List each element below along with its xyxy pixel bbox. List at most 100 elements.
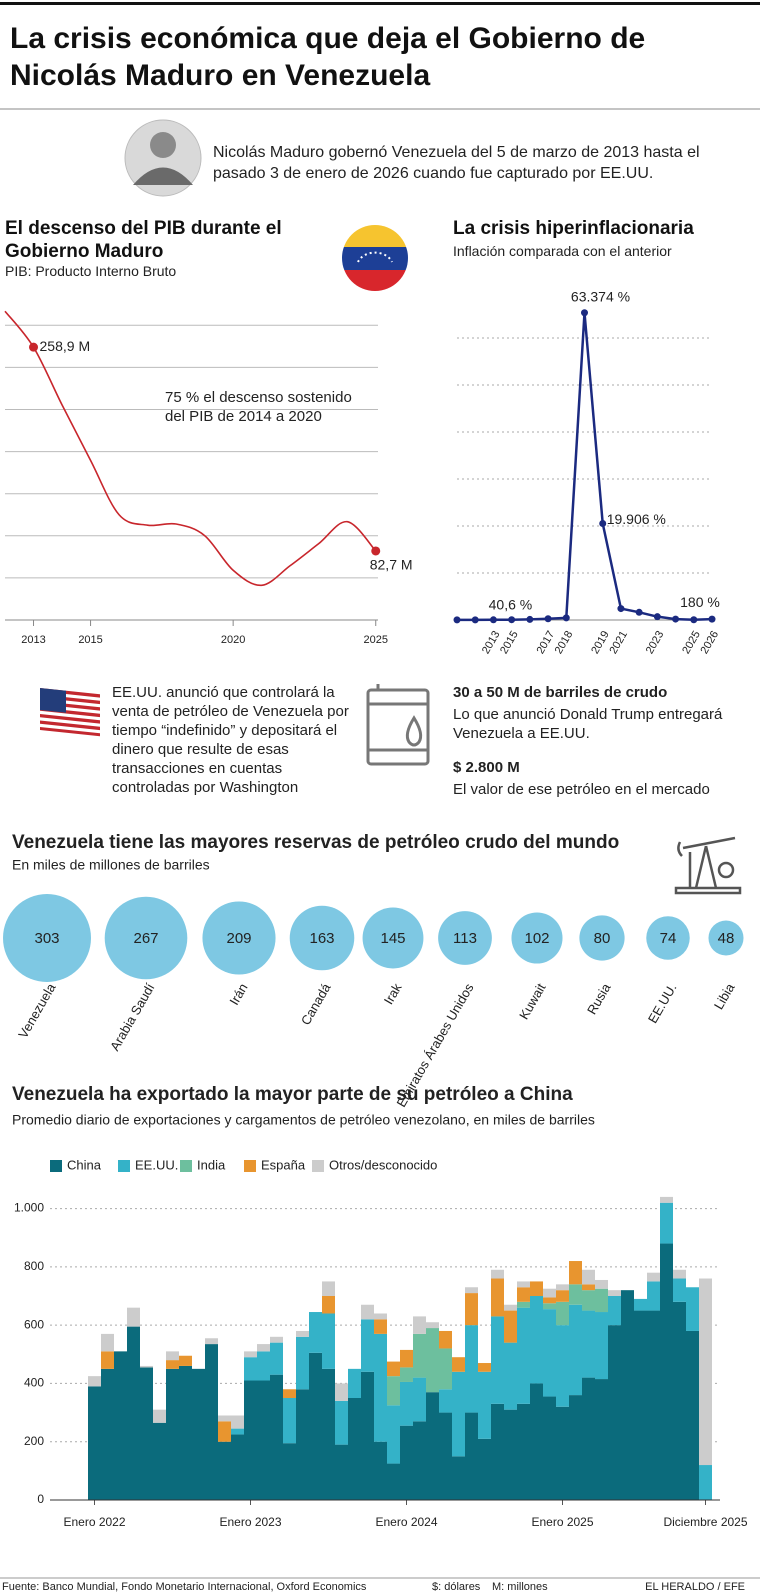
bar-segment: [335, 1383, 348, 1401]
chart-title: Venezuela ha exportado la mayor parte de…: [12, 1084, 573, 1105]
chart-subtitle: Inflación comparada con el anterior: [453, 243, 672, 259]
x-tick-label: Enero 2023: [219, 1515, 281, 1529]
bar-segment: [621, 1290, 634, 1500]
fact-headline: 30 a 50 M de barriles de crudo: [453, 684, 668, 701]
bar-segment: [179, 1365, 192, 1500]
bar-segment: [439, 1330, 452, 1349]
x-tick-label: Enero 2022: [63, 1515, 125, 1529]
bar-segment: [114, 1351, 127, 1500]
bar-segment: [660, 1243, 673, 1500]
bar-segment: [556, 1406, 569, 1500]
bar-segment: [543, 1297, 556, 1304]
bar-segment: [140, 1367, 153, 1500]
bar-segment: [270, 1336, 283, 1343]
bar-segment: [491, 1278, 504, 1317]
value-label: 48: [718, 930, 735, 947]
bar-segment: [647, 1310, 660, 1500]
bar-segment: [218, 1415, 231, 1422]
category-label: Irak: [381, 980, 405, 1007]
bar-segment: [361, 1371, 374, 1500]
bar-segment: [556, 1290, 569, 1302]
chart-subtitle: En miles de millones de barriles: [12, 857, 210, 873]
bubble: [202, 901, 276, 975]
bar-segment: [322, 1281, 335, 1296]
bar-segment: [309, 1352, 322, 1500]
bar-segment: [439, 1412, 452, 1500]
bar-segment: [569, 1261, 582, 1285]
bar-segment: [361, 1304, 374, 1320]
chart-subtitle: PIB: Producto Interno Bruto: [5, 263, 177, 279]
bar-segment: [582, 1290, 595, 1311]
y-tick-label: 400: [24, 1376, 44, 1390]
bar-segment: [231, 1434, 244, 1500]
bar-segment: [153, 1409, 166, 1423]
value-label: 63.374 %: [571, 288, 630, 304]
bar-segment: [387, 1361, 400, 1377]
bar-segment: [101, 1333, 114, 1352]
value-label: 258,9 M: [40, 338, 91, 354]
bar-segment: [556, 1325, 569, 1407]
venezuela-flag: [342, 225, 408, 291]
x-tick-label: 2015: [78, 634, 102, 646]
point: [635, 608, 643, 616]
bubble: [708, 920, 744, 956]
bar-segment: [426, 1392, 439, 1500]
bar-segment: [595, 1312, 608, 1380]
point: [562, 614, 570, 622]
bar-segment: [387, 1376, 400, 1406]
pumpjack-icon: [674, 836, 742, 895]
bar-segment: [179, 1355, 192, 1366]
category-label: EE.UU.: [645, 981, 680, 1026]
bar-segment: [88, 1386, 101, 1500]
bar-segment: [166, 1351, 179, 1361]
bar-segment: [660, 1196, 673, 1203]
bar-segment: [478, 1363, 491, 1372]
bar-segment: [400, 1425, 413, 1500]
bar-segment: [101, 1368, 114, 1500]
x-tick-label: 2015: [498, 629, 521, 656]
bar-segment: [647, 1281, 660, 1311]
legend-label: India: [197, 1157, 226, 1172]
y-tick-label: 800: [24, 1259, 44, 1273]
x-tick-label: Diciembre 2025: [663, 1515, 747, 1529]
bar-segment: [582, 1269, 595, 1285]
legend-swatch: [244, 1160, 256, 1172]
bar-segment: [686, 1287, 699, 1331]
chart-title: Venezuela tiene las mayores reservas de …: [12, 832, 619, 853]
bar-segment: [166, 1360, 179, 1369]
legend-label: EE.UU.: [135, 1157, 178, 1172]
bar-segment: [491, 1316, 504, 1404]
bar-segment: [660, 1202, 673, 1244]
bar-segment: [517, 1301, 530, 1308]
point: [471, 616, 479, 624]
bar-segment: [413, 1377, 426, 1422]
bar-segment: [504, 1304, 517, 1311]
us-flag: [40, 688, 100, 737]
bar-segment: [400, 1381, 413, 1426]
bar-segment: [322, 1296, 335, 1314]
category-label: Canadá: [298, 980, 334, 1028]
bar-segment: [569, 1395, 582, 1500]
fact-text: Lo que anunció Donald Trump entregará Ve…: [453, 706, 723, 742]
bar-segment: [400, 1349, 413, 1368]
bar-segment: [88, 1376, 101, 1387]
value-label: 145: [380, 930, 405, 947]
bar-segment: [257, 1380, 270, 1500]
bar-segment: [413, 1333, 426, 1378]
bar-segment: [296, 1330, 309, 1337]
bar-segment: [348, 1398, 361, 1500]
category-label: Rusia: [584, 980, 614, 1017]
bar-segment: [127, 1307, 140, 1327]
bar-segment: [439, 1348, 452, 1390]
bar-segment: [530, 1281, 543, 1296]
bar-segment: [387, 1405, 400, 1464]
bar-segment: [231, 1428, 244, 1435]
point: [617, 605, 625, 613]
bar-segment: [374, 1313, 387, 1320]
bar-segment: [465, 1325, 478, 1413]
legend-label: España: [261, 1157, 306, 1172]
bubble: [646, 916, 690, 960]
x-tick-label: 2013: [21, 634, 45, 646]
bar-segment: [101, 1351, 114, 1369]
